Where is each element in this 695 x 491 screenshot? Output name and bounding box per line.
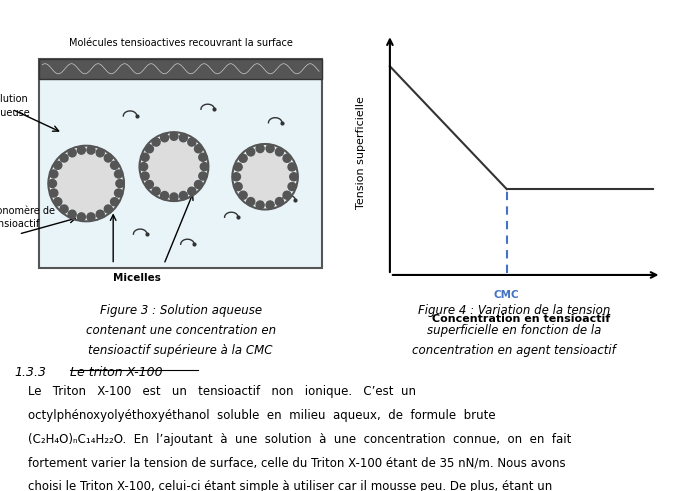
Circle shape (87, 146, 95, 154)
Circle shape (195, 180, 202, 189)
Circle shape (104, 205, 113, 213)
Circle shape (145, 180, 154, 189)
Circle shape (115, 189, 122, 197)
Text: contenant une concentration en: contenant une concentration en (85, 324, 276, 337)
Circle shape (68, 149, 76, 157)
Circle shape (170, 132, 178, 140)
FancyBboxPatch shape (39, 58, 322, 79)
Text: CMC: CMC (494, 290, 519, 300)
Circle shape (104, 154, 113, 162)
Text: Figure 3 : Solution aqueuse: Figure 3 : Solution aqueuse (99, 304, 262, 317)
Circle shape (77, 213, 85, 221)
Circle shape (283, 191, 291, 199)
Circle shape (239, 191, 247, 199)
Circle shape (234, 183, 242, 191)
Circle shape (161, 191, 169, 199)
Text: 1.3.3: 1.3.3 (14, 366, 46, 379)
Circle shape (54, 161, 62, 169)
Circle shape (188, 138, 196, 146)
Circle shape (199, 172, 207, 180)
Circle shape (54, 198, 62, 206)
Circle shape (247, 148, 255, 156)
Circle shape (147, 140, 200, 193)
Text: Monomère de: Monomère de (0, 206, 56, 216)
Text: Le triton X-100: Le triton X-100 (70, 366, 162, 379)
Circle shape (256, 144, 264, 153)
Text: fortement varier la tension de surface, celle du Triton X-100 étant de 35 nN/m. : fortement varier la tension de surface, … (28, 456, 566, 469)
Circle shape (145, 145, 154, 153)
Circle shape (77, 146, 85, 154)
Circle shape (115, 170, 122, 178)
Circle shape (247, 197, 255, 206)
Circle shape (161, 134, 169, 142)
Text: Tension superficielle: Tension superficielle (356, 96, 366, 209)
Text: (C₂H₄O)ₙC₁₄H₂₂O.  En  l’ajoutant  à  une  solution  à  une  concentration  connu: (C₂H₄O)ₙC₁₄H₂₂O. En l’ajoutant à une sol… (28, 433, 571, 445)
Circle shape (140, 163, 147, 171)
Circle shape (275, 148, 284, 156)
Circle shape (288, 163, 296, 171)
Circle shape (68, 210, 76, 218)
Circle shape (288, 183, 296, 191)
Circle shape (49, 180, 56, 188)
Circle shape (152, 138, 160, 146)
Circle shape (87, 213, 95, 221)
Circle shape (195, 145, 202, 153)
Circle shape (232, 173, 240, 181)
Text: Le   Triton   X-100   est   un   tensioactif   non   ionique.   C’est  un: Le Triton X-100 est un tensioactif non i… (28, 385, 416, 398)
Circle shape (170, 193, 178, 201)
Circle shape (179, 134, 188, 142)
Circle shape (141, 172, 149, 180)
Circle shape (111, 198, 119, 206)
Text: Micelles: Micelles (113, 273, 161, 283)
Text: Concentration en tensioactif: Concentration en tensioactif (432, 314, 610, 324)
Text: aqueuse: aqueuse (0, 108, 30, 118)
Circle shape (188, 187, 196, 195)
Circle shape (116, 180, 124, 188)
Circle shape (266, 144, 274, 153)
Text: choisi le Triton X-100, celui-ci étant simple à utiliser car il mousse peu. De p: choisi le Triton X-100, celui-ci étant s… (28, 480, 552, 491)
Text: Figure 4 : Variation de la tension: Figure 4 : Variation de la tension (418, 304, 610, 317)
Text: tensioactif: tensioactif (0, 219, 40, 229)
Circle shape (240, 152, 290, 201)
Circle shape (266, 201, 274, 209)
Text: Solution: Solution (0, 94, 28, 104)
Circle shape (60, 205, 68, 213)
Circle shape (179, 191, 188, 199)
Circle shape (239, 154, 247, 163)
Circle shape (290, 173, 298, 181)
Circle shape (283, 154, 291, 163)
Circle shape (152, 187, 160, 195)
Text: tensioactif supérieure à la CMC: tensioactif supérieure à la CMC (88, 344, 273, 356)
Circle shape (50, 170, 58, 178)
Circle shape (256, 201, 264, 209)
Circle shape (141, 153, 149, 162)
Circle shape (60, 154, 68, 162)
Circle shape (111, 161, 119, 169)
Text: concentration en agent tensioactif: concentration en agent tensioactif (412, 344, 616, 356)
Circle shape (199, 153, 207, 162)
Circle shape (56, 154, 116, 213)
Text: Molécules tensioactives recouvrant la surface: Molécules tensioactives recouvrant la su… (69, 38, 293, 49)
Circle shape (234, 163, 242, 171)
FancyBboxPatch shape (39, 58, 322, 268)
Text: superficielle en fonction de la: superficielle en fonction de la (427, 324, 601, 337)
Circle shape (275, 197, 284, 206)
Circle shape (200, 163, 208, 171)
Circle shape (96, 210, 104, 218)
Circle shape (50, 189, 58, 197)
Text: octylphénoxyolyéthoxyéthanol  soluble  en  milieu  aqueux,  de  formule  brute: octylphénoxyolyéthoxyéthanol soluble en … (28, 409, 496, 422)
Circle shape (96, 149, 104, 157)
